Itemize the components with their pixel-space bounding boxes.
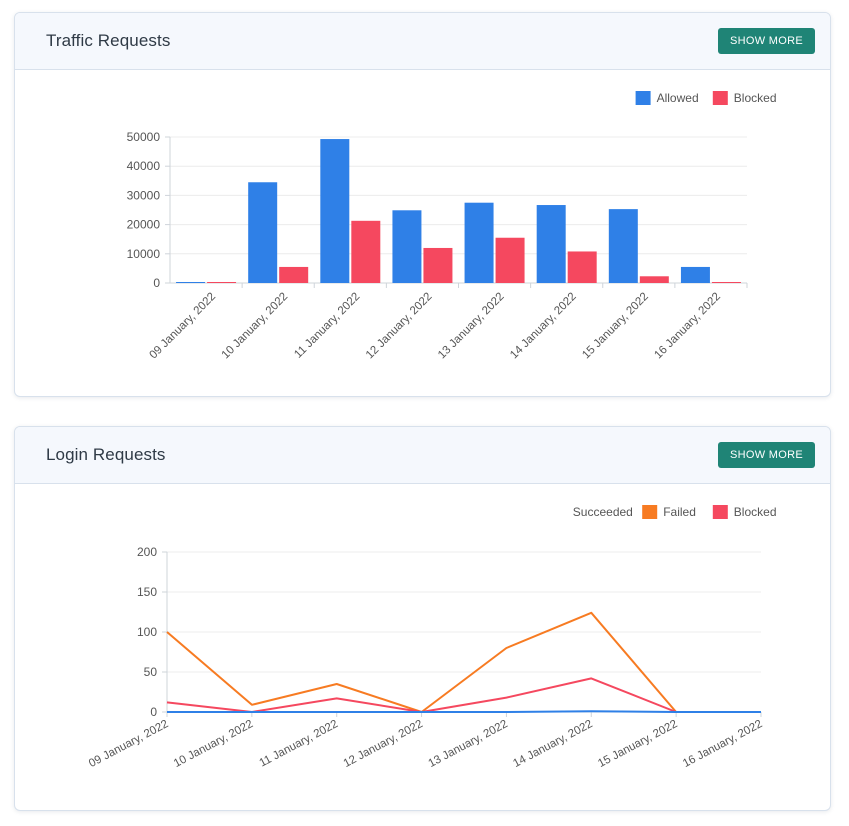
traffic-bar-chart: Blocked Allowed 0 10000 20000 30000 40000 50000…: [127, 91, 777, 362]
traffic-show-more-button[interactable]: SHOW MORE: [718, 28, 815, 54]
y-tick-label: 20000: [127, 218, 161, 232]
x-tick-label: 16 January, 2022: [681, 718, 764, 770]
legend-label-blocked: Blocked: [734, 505, 777, 519]
legend-label-allowed: Allowed: [657, 91, 699, 105]
y-tick-label: 0: [150, 705, 157, 719]
bar-allowed: [248, 182, 278, 283]
legend-label-blocked: Blocked: [734, 91, 777, 105]
x-tick-label: 13 January, 2022: [426, 718, 509, 770]
y-tick-label: 10000: [127, 247, 161, 261]
bar-blocked: [279, 266, 309, 283]
legend-label-failed: Failed: [663, 505, 696, 519]
login-show-more-button[interactable]: SHOW MORE: [718, 442, 815, 468]
login-card-header: Login Requests SHOW MORE: [15, 427, 830, 484]
x-tick-label: 15 January, 2022: [580, 291, 651, 362]
line-succeeded: [167, 710, 761, 713]
x-tick-label: 14 January, 2022: [508, 291, 579, 362]
x-tick-label: 09 January, 2022: [147, 291, 218, 362]
x-tick-label: 15 January, 2022: [596, 718, 679, 770]
x-tick-label: 13 January, 2022: [436, 291, 507, 362]
bar-allowed: [608, 209, 638, 283]
y-tick-label: 0: [153, 276, 160, 290]
y-tick-label: 50000: [127, 130, 161, 144]
y-tick-label: 100: [137, 625, 157, 639]
login-card-title: Login Requests: [46, 445, 166, 464]
line-blocked: [166, 677, 761, 713]
legend-label-succeeded: Succeeded: [573, 505, 633, 519]
x-tick-label: 12 January, 2022: [364, 291, 435, 362]
traffic-card-header: Traffic Requests SHOW MORE: [15, 13, 830, 70]
bar-allowed: [680, 266, 710, 283]
legend-swatch-failed: [642, 505, 658, 519]
y-tick-label: 40000: [127, 159, 161, 173]
x-tick-label: 12 January, 2022: [342, 718, 425, 770]
bar-allowed: [176, 282, 206, 283]
y-tick-label: 150: [137, 585, 157, 599]
bar-blocked: [495, 237, 525, 283]
bar-allowed: [464, 202, 494, 283]
bar-blocked: [351, 220, 381, 283]
bar-blocked: [711, 282, 741, 283]
x-tick-label: 11 January, 2022: [292, 291, 362, 361]
legend-swatch-allowed: [635, 91, 651, 105]
line-failed: [166, 611, 761, 713]
bar-allowed: [320, 139, 350, 283]
x-tick-label: 14 January, 2022: [511, 718, 594, 770]
x-tick-label: 11 January, 2022: [258, 718, 341, 770]
x-tick-label: 10 January, 2022: [172, 718, 255, 770]
x-tick-label: 16 January, 2022: [652, 291, 723, 362]
bar-blocked: [639, 276, 669, 283]
traffic-card-title: Traffic Requests: [46, 31, 171, 50]
x-tick-label: 10 January, 2022: [220, 291, 291, 362]
bar-blocked: [567, 251, 597, 283]
bar-blocked: [423, 247, 453, 283]
login-requests-card: Login Requests SHOW MORE Blocked Failed Su…: [14, 426, 831, 811]
y-tick-label: 50: [144, 665, 158, 679]
x-tick-label: 09 January, 2022: [87, 718, 170, 770]
y-tick-label: 200: [137, 545, 157, 559]
bar-blocked: [207, 282, 237, 283]
legend-swatch-blocked: [712, 91, 728, 105]
bar-allowed: [536, 205, 566, 283]
bar-allowed: [392, 210, 422, 283]
legend-swatch-blocked: [712, 505, 728, 519]
login-line-chart: Blocked Failed Succeeded 0 50 100 150 200 09 Jan…: [87, 505, 777, 770]
y-tick-label: 30000: [127, 188, 161, 202]
traffic-requests-card: Traffic Requests SHOW MORE Blocked Allowe…: [14, 12, 831, 397]
